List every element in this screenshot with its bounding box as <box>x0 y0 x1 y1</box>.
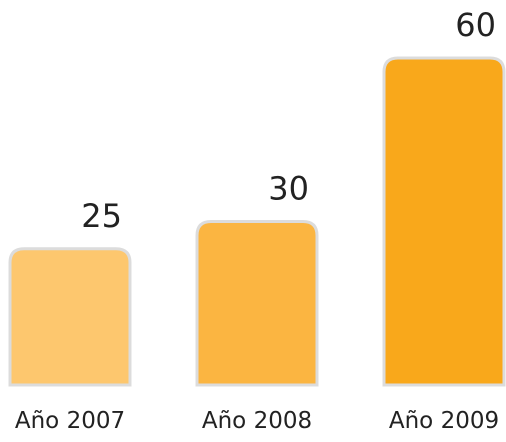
x-tick-label: Año 2007 <box>15 408 125 434</box>
value-label: 30 <box>268 170 309 208</box>
value-label: 60 <box>455 6 496 44</box>
value-label: 25 <box>81 197 122 235</box>
bar <box>195 220 319 387</box>
x-tick-label: Año 2008 <box>202 408 312 434</box>
bar <box>382 56 506 387</box>
bar <box>8 247 132 387</box>
x-tick-label: Año 2009 <box>389 408 499 434</box>
